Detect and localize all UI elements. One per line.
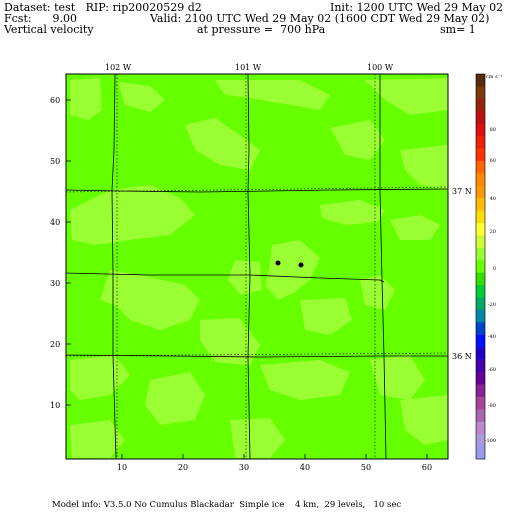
colorbar-segment	[476, 322, 485, 336]
forecast-hour: Fcst: 9.00	[4, 12, 78, 25]
x-tick-label: 10	[117, 463, 127, 472]
colorbar-segment	[476, 210, 485, 224]
colorbar-frame	[475, 73, 486, 460]
colorbar-unit: cm s⁻¹	[486, 74, 502, 80]
colorbar-segment	[476, 235, 485, 249]
lat-label: 37 N	[452, 187, 472, 196]
colorbar-segment	[476, 185, 485, 199]
colorbar	[475, 73, 486, 460]
colorbar-segment	[476, 160, 485, 174]
lon-labels: 102 W 101 W 100 W	[105, 63, 394, 72]
y-tick-label: 40	[50, 218, 60, 227]
x-axis-ticks	[121, 454, 428, 459]
colorbar-label: -60	[488, 367, 496, 373]
x-tick-label: 60	[422, 463, 432, 472]
station-dot	[298, 262, 304, 268]
colorbar-label: -20	[488, 302, 496, 308]
field-name: Vertical velocity	[4, 23, 94, 36]
y-axis-ticks	[66, 99, 71, 406]
colorbar-segment	[476, 148, 485, 162]
colorbar-label: 0	[493, 266, 496, 272]
lat-labels: 37 N 36 N	[452, 187, 472, 361]
map-panel	[65, 73, 449, 460]
colorbar-segment	[476, 409, 485, 423]
colorbar-label: 60	[490, 158, 496, 164]
y-tick-label: 50	[50, 157, 60, 166]
y-tick-label: 30	[50, 279, 60, 288]
x-axis-labels: 10 20 30 40 50 60	[117, 463, 432, 472]
init-time: Init: 1200 UTC Wed 29 May 02	[330, 1, 504, 14]
colorbar-label: 20	[490, 229, 496, 235]
smoothing-value: sm= 1	[440, 23, 476, 36]
colorbar-segment	[476, 86, 485, 100]
colorbar-segment	[476, 347, 485, 360]
colorbar-label: 40	[490, 196, 496, 202]
lon-label: 100 W	[367, 63, 394, 72]
colorbar-segment	[476, 272, 485, 286]
colorbar-segment	[476, 260, 485, 274]
colorbar-segment	[476, 285, 485, 298]
colorbar-segment	[476, 309, 485, 323]
y-axis-labels: 60 50 40 30 20 10	[50, 96, 60, 410]
colorbar-segment	[476, 446, 485, 460]
contour-patches	[70, 78, 448, 458]
x-tick-label: 50	[361, 463, 371, 472]
valid-time: Valid: 2100 UTC Wed 29 May 02 (1600 CDT …	[150, 12, 490, 25]
colorbar-label: -100	[485, 438, 496, 444]
lat-label: 36 N	[452, 352, 472, 361]
colorbar-segment	[476, 297, 485, 311]
colorbar-segment	[476, 384, 485, 398]
latlon-grid	[65, 74, 449, 459]
colorbar-label: -80	[488, 403, 496, 409]
colorbar-segment	[476, 198, 485, 211]
lon-label: 102 W	[105, 63, 132, 72]
dataset-label: Dataset: test RIP: rip20020529 d2	[4, 1, 202, 14]
boundary-lines	[65, 73, 449, 460]
colorbar-segment	[476, 173, 485, 187]
map-frame	[65, 73, 449, 460]
colorbar-segment	[476, 136, 485, 149]
station-dot	[275, 260, 281, 266]
y-tick-label: 60	[50, 96, 60, 105]
colorbar-segment	[476, 334, 485, 348]
y-tick-label: 20	[50, 340, 60, 349]
colorbar-segment	[476, 396, 485, 410]
colorbar-segment	[476, 111, 485, 124]
colorbar-segment	[476, 421, 485, 435]
colorbar-segment	[476, 223, 485, 236]
colorbar-label: 80	[490, 127, 496, 133]
colorbar-segment	[476, 359, 485, 373]
pressure-level: at pressure = 700 hPa	[197, 23, 326, 36]
x-tick-label: 30	[239, 463, 249, 472]
y-tick-label: 10	[50, 401, 60, 410]
model-info: Model info: V3.5.0 No Cumulus Blackadar …	[52, 500, 402, 510]
colorbar-segment	[476, 123, 485, 137]
colorbar-label: -40	[488, 334, 496, 340]
colorbar-segment	[476, 98, 485, 112]
colorbar-segment	[476, 372, 485, 385]
colorbar-labels: 80 60 40 20 0 -20 -40 -60 -80 -100	[485, 127, 496, 444]
colorbar-segment	[476, 247, 485, 261]
lon-label: 101 W	[235, 63, 262, 72]
colorbar-segment	[476, 74, 485, 87]
x-tick-label: 40	[300, 463, 310, 472]
x-tick-label: 20	[178, 463, 188, 472]
colorbar-segment	[476, 434, 485, 447]
